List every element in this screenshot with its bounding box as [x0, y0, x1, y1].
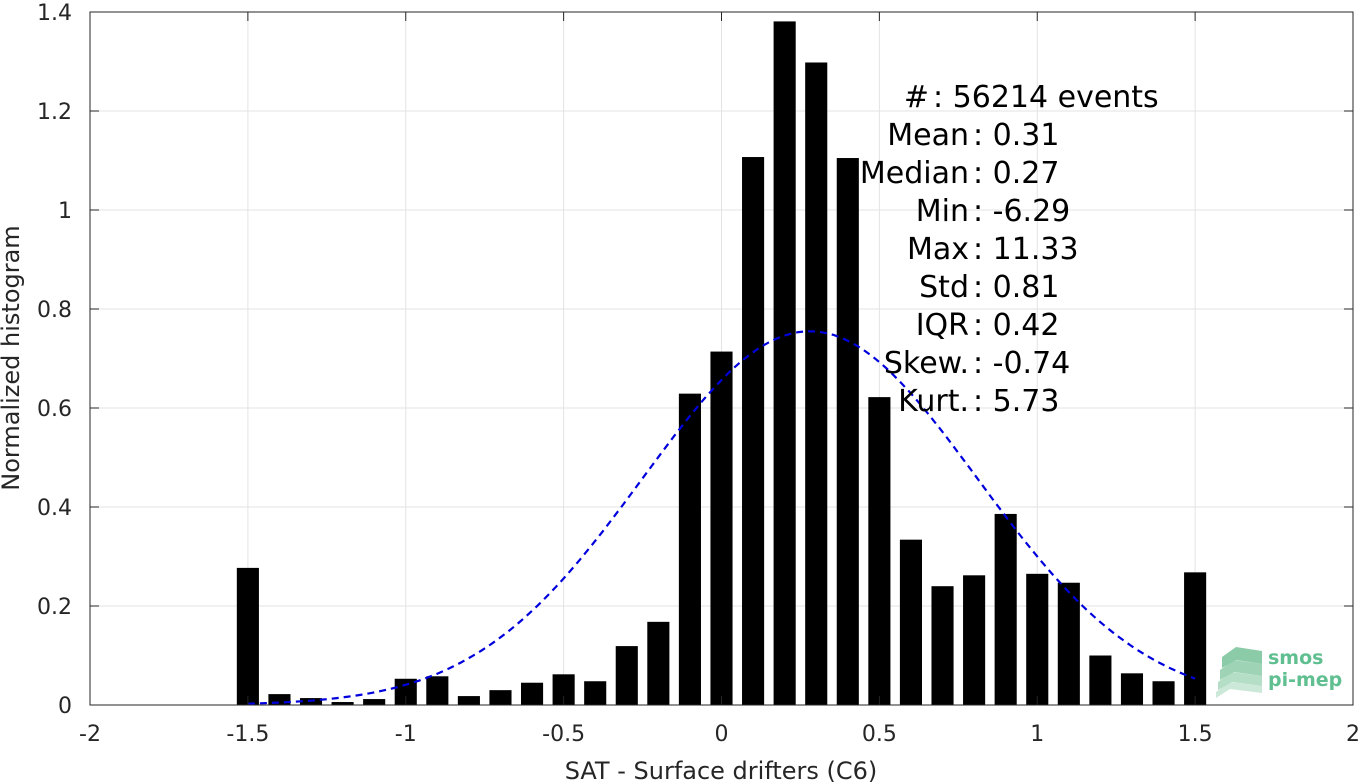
histogram-bar	[868, 397, 891, 705]
x-tick-label: -2	[79, 722, 101, 747]
stat-label: Min	[916, 194, 969, 229]
y-tick-label: 0.8	[37, 298, 72, 323]
x-tick-label: 0	[715, 722, 729, 747]
histogram-bar	[1026, 573, 1049, 705]
histogram-bar	[1152, 681, 1175, 705]
logo-mark-icon	[1216, 647, 1262, 698]
histogram-bar	[363, 699, 386, 705]
histogram-bar	[1089, 655, 1112, 705]
logo-line1: smos	[1268, 647, 1323, 669]
histogram-bar	[552, 674, 575, 705]
histogram-bar	[394, 678, 417, 705]
y-tick-label: 1	[58, 199, 72, 224]
y-tick-label: 1.2	[37, 100, 72, 125]
x-tick-label: -0.5	[542, 722, 585, 747]
stat-value: : 11.33	[973, 232, 1079, 267]
stat-value: : 0.81	[973, 270, 1059, 305]
histogram-bar	[236, 567, 259, 705]
histogram-bar	[836, 158, 859, 705]
stat-value: : 5.73	[973, 384, 1059, 419]
histogram-bar	[426, 676, 449, 705]
stat-value: : 56214 events	[933, 80, 1159, 115]
y-tick-label: 0.6	[37, 397, 72, 422]
stat-label: IQR	[916, 308, 969, 343]
histogram-bar	[457, 696, 480, 705]
y-tick-label: 0.4	[37, 496, 72, 521]
x-tick-label: 1	[1030, 722, 1044, 747]
axis-ticks	[89, 11, 1354, 706]
stat-value: : 0.42	[973, 308, 1059, 343]
x-tick-label: -1.5	[226, 722, 269, 747]
histogram-bar	[1057, 582, 1080, 705]
histogram-bar	[1184, 572, 1207, 705]
x-tick-label: 2	[1346, 722, 1360, 747]
logo-line2: pi-mep	[1268, 669, 1342, 691]
stat-label: Std	[919, 270, 969, 305]
x-tick-label: 0.5	[862, 722, 897, 747]
histogram-bar	[931, 586, 954, 705]
stat-label: Median	[860, 156, 969, 191]
histogram-bar	[678, 393, 701, 705]
stat-value: : 0.27	[973, 156, 1059, 191]
smos-pi-mep-logo: smos pi-mep	[1216, 647, 1342, 698]
normal-fit-curve	[247, 330, 1196, 705]
x-axis-label: SAT - Surface drifters (C6)	[565, 757, 878, 784]
stat-value: : -0.74	[973, 346, 1070, 381]
stat-label: Max	[907, 232, 969, 267]
histogram-bar	[963, 575, 986, 705]
histogram-bar	[773, 21, 796, 705]
y-tick-label: 1.4	[37, 1, 72, 26]
histogram-bar	[742, 157, 765, 705]
stat-label: Skew.	[884, 346, 969, 381]
histogram-bar	[268, 694, 291, 705]
histogram-bar	[805, 62, 828, 706]
y-axis-label: Normalized histogram	[0, 225, 25, 490]
stat-label: Kurt.	[898, 384, 969, 419]
stat-label: #	[904, 80, 929, 115]
histogram-bar	[994, 513, 1017, 705]
stat-value: : 0.31	[973, 118, 1059, 153]
histogram-bar	[710, 351, 733, 705]
histogram-bar	[615, 646, 638, 705]
histogram-bar	[489, 690, 512, 705]
histogram-bar	[584, 681, 607, 705]
histogram-bar	[1120, 673, 1144, 705]
histogram-bar	[647, 621, 670, 705]
histogram-bar	[899, 539, 923, 705]
histogram-bar	[331, 702, 354, 705]
x-tick-label: 1.5	[1178, 722, 1213, 747]
y-tick-label: 0	[58, 694, 72, 719]
y-tick-labels: 0 0.2 0.4 0.6 0.8 1 1.2 1.4	[37, 1, 72, 719]
histogram-bars	[236, 21, 1207, 706]
y-tick-label: 0.2	[37, 595, 72, 620]
histogram-bar	[520, 682, 544, 705]
x-tick-labels: -2 -1.5 -1 -0.5 0 0.5 1 1.5 2	[79, 722, 1360, 747]
x-tick-label: -1	[395, 722, 417, 747]
stat-label: Mean	[887, 118, 969, 153]
stat-value: : -6.29	[973, 194, 1070, 229]
